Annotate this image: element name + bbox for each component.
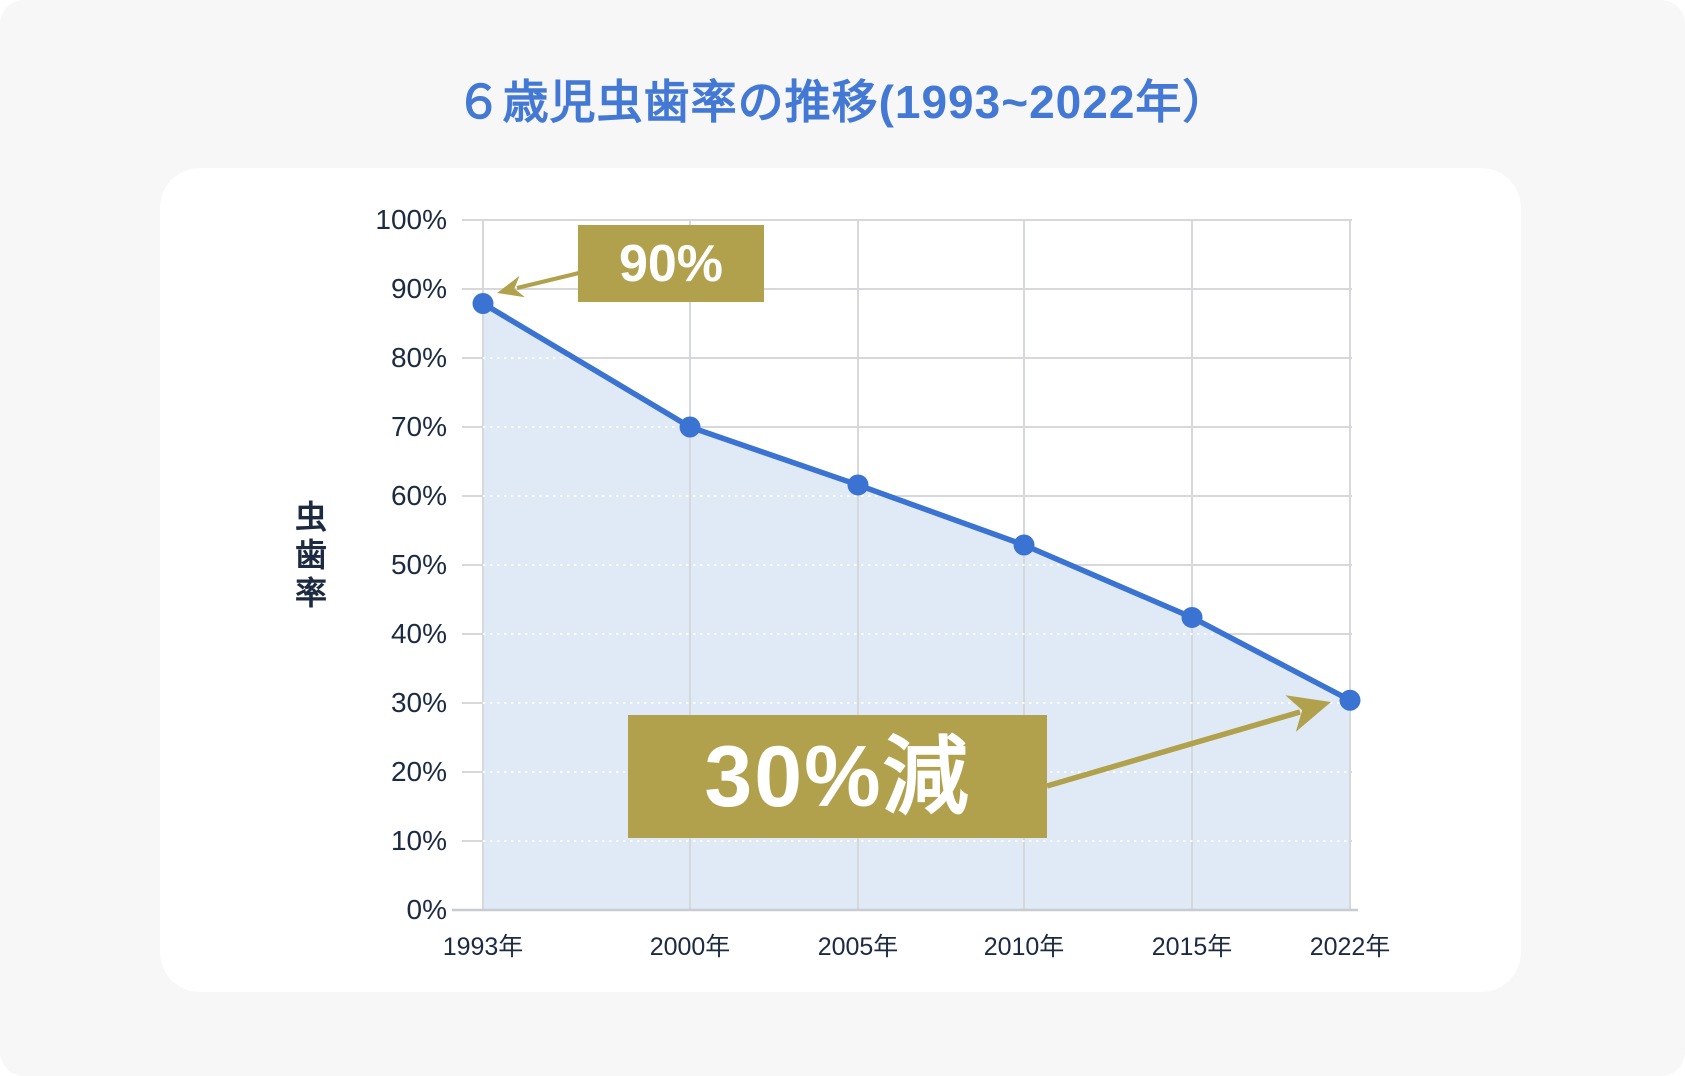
y-tick-label: 20% <box>390 756 447 787</box>
x-tick-label: 2022年 <box>1309 933 1391 961</box>
data-point-2000年 <box>679 416 701 438</box>
x-tick-label: 2005年 <box>817 933 899 961</box>
data-point-2015年 <box>1181 606 1203 628</box>
y-tick-label: 40% <box>390 618 447 649</box>
data-line <box>480 300 1353 703</box>
annotation-arrow-30 <box>1046 695 1331 789</box>
x-tick-label: 1993年 <box>442 933 524 961</box>
y-axis-title: 虫歯率 <box>291 500 327 614</box>
y-tick-label: 10% <box>390 825 447 856</box>
y-tick-label: 60% <box>390 480 447 511</box>
x-tick-label: 2015年 <box>1151 933 1233 961</box>
y-tick-label: 70% <box>390 411 447 442</box>
y-tick-label: 0% <box>406 894 447 925</box>
y-tick-label: 50% <box>390 549 447 580</box>
data-point-1993年 <box>472 292 494 314</box>
x-tick-label: 2010年 <box>983 933 1065 961</box>
chart-title: ６歳児虫歯率の推移(1993~2022年） <box>455 76 1230 128</box>
data-point-2005年 <box>847 474 869 496</box>
x-tick-label: 2000年 <box>649 933 731 961</box>
data-point-2022年 <box>1339 689 1361 711</box>
data-point-2010年 <box>1013 534 1035 556</box>
annotation-30-percent-decrease: 30%減 <box>628 715 1047 838</box>
y-tick-label: 80% <box>390 342 447 373</box>
annotation-90-percent: 90% <box>578 225 764 302</box>
annotation-arrow-90 <box>497 271 580 298</box>
y-tick-label: 100% <box>375 204 447 235</box>
y-tick-label: 90% <box>390 273 447 304</box>
y-tick-label: 30% <box>390 687 447 718</box>
